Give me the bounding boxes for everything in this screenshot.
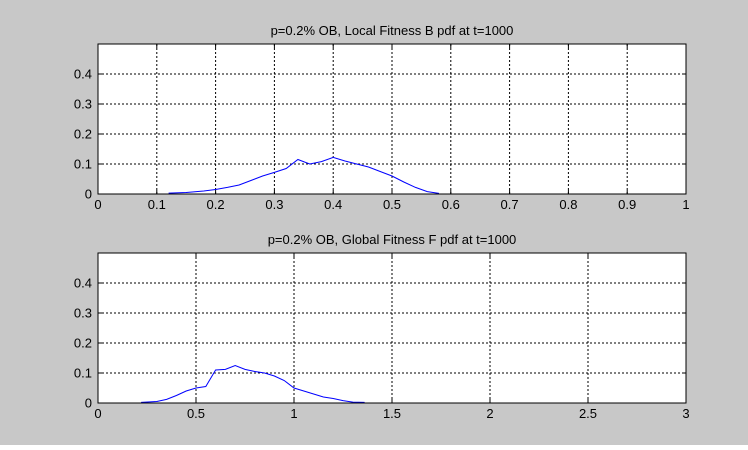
- axis-ticks: 0 0.5 1 1.5 2 2.5 3 0 0.1 0.2 0.3 0.4: [74, 253, 690, 421]
- subplot-local-fitness: p=0.2% OB, Local Fitness B pdf at t=1000…: [74, 23, 690, 212]
- x-tick-label: 3: [682, 406, 689, 421]
- y-tick-label: 0.2: [74, 127, 92, 142]
- y-tick-label: 0.1: [74, 157, 92, 172]
- x-tick-label: 0.5: [383, 197, 401, 212]
- series-line: [168, 156, 440, 194]
- x-tick-label: 0: [94, 197, 101, 212]
- plot-area: [98, 253, 686, 403]
- y-tick-label: 0: [85, 187, 92, 202]
- y-tick-label: 0.3: [74, 306, 92, 321]
- x-tick-label: 0.2: [207, 197, 225, 212]
- grid: [98, 253, 686, 403]
- y-tick-label: 0.2: [74, 336, 92, 351]
- x-tick-label: 0.7: [501, 197, 519, 212]
- axis-ticks: 0 0.1 0.2 0.3 0.4 0.5 0.6 0.7 0.8 0.9 1 0 0.1 0.2 0.3 0…: [74, 44, 690, 212]
- series-line: [141, 364, 365, 403]
- x-tick-label: 0.4: [324, 197, 342, 212]
- chart-title: p=0.2% OB, Global Fitness F pdf at t=100…: [268, 232, 517, 247]
- x-tick-label: 0.8: [559, 197, 577, 212]
- x-tick-label: 0.5: [187, 406, 205, 421]
- x-tick-label: 0.1: [148, 197, 166, 212]
- y-tick-label: 0.1: [74, 366, 92, 381]
- subplot-global-fitness: p=0.2% OB, Global Fitness F pdf at t=100…: [74, 232, 690, 421]
- x-tick-label: 1.5: [383, 406, 401, 421]
- y-tick-label: 0.4: [74, 67, 92, 82]
- grid: [98, 44, 686, 194]
- x-tick-label: 2: [486, 406, 493, 421]
- x-tick-label: 1: [290, 406, 297, 421]
- x-tick-label: 0: [94, 406, 101, 421]
- plot-area: [98, 44, 686, 194]
- y-tick-label: 0.4: [74, 276, 92, 291]
- x-tick-label: 0.6: [442, 197, 460, 212]
- x-tick-label: 0.9: [618, 197, 636, 212]
- y-tick-label: 0.3: [74, 97, 92, 112]
- chart-title: p=0.2% OB, Local Fitness B pdf at t=1000: [271, 23, 514, 38]
- y-tick-label: 0: [85, 396, 92, 411]
- x-tick-label: 1: [682, 197, 689, 212]
- x-tick-label: 0.3: [265, 197, 283, 212]
- x-tick-label: 2.5: [579, 406, 597, 421]
